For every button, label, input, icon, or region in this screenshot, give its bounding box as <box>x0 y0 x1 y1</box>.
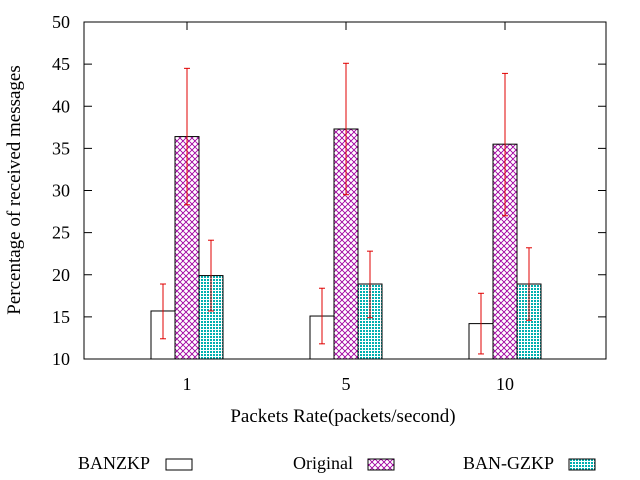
y-tick-label: 45 <box>52 54 70 74</box>
legend-label: BANZKP <box>78 453 150 473</box>
legend: BANZKP Original BAN-GZKP <box>78 453 596 473</box>
x-axis-label: Packets Rate(packets/second) <box>230 406 455 427</box>
y-tick-label: 25 <box>52 223 70 243</box>
y-tick-label: 40 <box>52 96 70 116</box>
y-tick-label: 10 <box>52 349 70 369</box>
plot-frame <box>83 21 607 360</box>
y-tick-label: 30 <box>52 181 70 201</box>
x-tick-label: 1 <box>183 374 192 394</box>
legend-swatch <box>165 458 193 471</box>
x-tick-label: 5 <box>342 374 351 394</box>
error-bars <box>160 62 532 355</box>
plot-border <box>83 21 607 360</box>
x-tick-label: 10 <box>496 374 514 394</box>
legend-swatch <box>568 458 596 471</box>
y-tick-label: 20 <box>52 265 70 285</box>
y-axis-label: Percentage of received messages <box>4 65 25 315</box>
legend-swatch <box>367 458 395 471</box>
y-tick-label: 35 <box>52 138 70 158</box>
legend-label: Original <box>293 453 353 473</box>
legend-label: BAN-GZKP <box>463 453 554 473</box>
y-tick-label: 50 <box>52 12 70 32</box>
y-tick-label: 15 <box>52 307 70 327</box>
